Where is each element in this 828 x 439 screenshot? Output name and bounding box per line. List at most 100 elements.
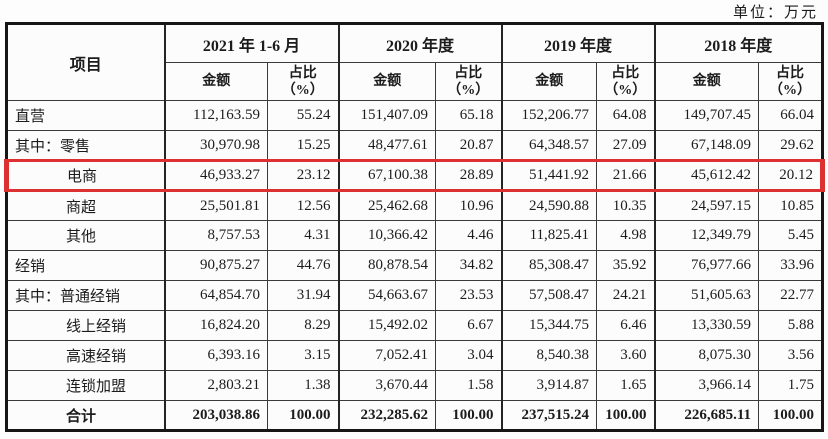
amount-cell: 76,977.66 xyxy=(654,250,760,281)
col-header-ratio: 占比 （%） xyxy=(596,62,656,101)
ratio-cell: 1.38 xyxy=(267,370,340,401)
ratio-cell: 4.46 xyxy=(434,220,503,251)
amount-cell: 226,685.11 xyxy=(654,400,760,431)
row-label: 合计 xyxy=(6,400,166,431)
amount-cell: 16,824.20 xyxy=(164,310,268,341)
row-label: 商超 xyxy=(6,190,166,221)
col-header-period-2020: 2020 年度 xyxy=(337,23,503,63)
ratio-cell: 29.62 xyxy=(758,130,824,161)
col-header-ratio: 占比 （%） xyxy=(758,62,824,101)
amount-cell: 25,462.68 xyxy=(338,190,436,221)
amount-cell: 67,100.38 xyxy=(338,159,436,192)
ratio-cell: 15.25 xyxy=(267,130,340,161)
row-label: 线上经销 xyxy=(6,310,166,341)
col-header-period-2019: 2019 年度 xyxy=(501,23,656,63)
ratio-cell: 4.98 xyxy=(596,220,656,251)
ratio-cell: 3.56 xyxy=(758,340,824,371)
table-header: 项目 2021 年 1-6 月 2020 年度 2019 年度 2018 年度 … xyxy=(6,23,824,101)
unit-label: 单位：万元 xyxy=(732,5,818,21)
ratio-cell: 24.21 xyxy=(596,280,656,311)
ratio-cell: 20.87 xyxy=(434,130,503,161)
ratio-cell: 12.56 xyxy=(267,190,340,221)
ratio-cell: 23.53 xyxy=(434,280,503,311)
amount-cell: 46,933.27 xyxy=(164,159,268,192)
ratio-cell: 1.75 xyxy=(758,370,824,401)
row-label: 经销 xyxy=(6,250,166,281)
table-row: 其他 8,757.53 4.31 10,366.42 4.46 11,825.41 4.98… xyxy=(6,220,824,251)
ratio-cell: 33.96 xyxy=(758,250,824,281)
ratio-cell: 66.04 xyxy=(758,100,824,131)
ratio-cell: 100.00 xyxy=(758,400,824,431)
amount-cell: 151,407.09 xyxy=(338,100,436,131)
table-row: 商超 25,501.81 12.56 25,462.68 10.96 24,590.88 1… xyxy=(6,190,824,221)
amount-cell: 57,508.47 xyxy=(501,280,598,311)
ratio-cell: 31.94 xyxy=(267,280,340,311)
amount-cell: 6,393.16 xyxy=(164,340,268,371)
amount-cell: 48,477.61 xyxy=(338,130,436,161)
table-row: 连锁加盟 2,803.21 1.38 3,670.44 1.58 3,914.87 1.65… xyxy=(6,370,824,401)
table-row: 直营 112,163.59 55.24 151,407.09 65.18 152,206.… xyxy=(6,100,824,131)
ratio-cell: 10.35 xyxy=(596,190,656,221)
ratio-cell: 65.18 xyxy=(434,100,503,131)
amount-cell: 3,670.44 xyxy=(338,370,436,401)
table-row: 经销 90,875.27 44.76 80,878.54 34.82 85,308.47 3… xyxy=(6,250,824,281)
ratio-cell: 3.15 xyxy=(267,340,340,371)
amount-cell: 3,914.87 xyxy=(501,370,598,401)
ratio-cell: 8.29 xyxy=(267,310,340,341)
ratio-cell: 20.12 xyxy=(758,159,826,192)
amount-cell: 8,757.53 xyxy=(164,220,268,251)
amount-cell: 149,707.45 xyxy=(654,100,760,131)
col-header-period-2018: 2018 年度 xyxy=(654,23,824,63)
table-row: 电商 46,933.27 23.12 67,100.38 28.89 51,441.92 2… xyxy=(4,159,826,192)
amount-cell: 112,163.59 xyxy=(164,100,268,131)
col-header-period-2021: 2021 年 1-6 月 xyxy=(164,23,340,63)
ratio-cell: 22.77 xyxy=(758,280,824,311)
table-body: 直营 112,163.59 55.24 151,407.09 65.18 152,206.… xyxy=(4,100,826,431)
amount-cell: 2,803.21 xyxy=(164,370,268,401)
ratio-cell: 1.58 xyxy=(434,370,503,401)
amount-cell: 237,515.24 xyxy=(501,400,598,431)
amount-cell: 64,348.57 xyxy=(501,130,598,161)
amount-cell: 8,540.38 xyxy=(501,340,598,371)
header-row-measures: 金额 占比 （%） 金额 占比 （%） 金额 占比 （%） 金额 占比 （%） xyxy=(7,62,824,101)
ratio-cell: 3.04 xyxy=(434,340,503,371)
amount-cell: 51,605.63 xyxy=(654,280,760,311)
amount-cell: 25,501.81 xyxy=(164,190,268,221)
financial-table: 项目 2021 年 1-6 月 2020 年度 2019 年度 2018 年度 … xyxy=(4,22,826,432)
ratio-cell: 100.00 xyxy=(267,400,340,431)
table-row: 其中：零售 30,970.98 15.25 48,477.61 20.87 64,348.… xyxy=(6,130,824,161)
amount-cell: 11,825.41 xyxy=(501,220,598,251)
table-row: 合计 203,038.86 100.00 232,285.62 100.00 237,51… xyxy=(6,400,824,431)
amount-cell: 10,366.42 xyxy=(338,220,436,251)
row-label: 电商 xyxy=(4,159,166,192)
row-label: 直营 xyxy=(6,100,166,131)
row-label: 其中：普通经销 xyxy=(6,280,166,311)
ratio-cell: 6.46 xyxy=(596,310,656,341)
table-row: 其中：普通经销 64,854.70 31.94 54,663.67 23.53 57,50… xyxy=(6,280,824,311)
amount-cell: 232,285.62 xyxy=(338,400,436,431)
table-row: 线上经销 16,824.20 8.29 15,492.02 6.67 15,344.75 6… xyxy=(6,310,824,341)
amount-cell: 152,206.77 xyxy=(501,100,598,131)
amount-cell: 3,966.14 xyxy=(654,370,760,401)
amount-cell: 80,878.54 xyxy=(338,250,436,281)
amount-cell: 90,875.27 xyxy=(164,250,268,281)
ratio-cell: 5.45 xyxy=(758,220,824,251)
ratio-cell: 64.08 xyxy=(596,100,656,131)
table-row: 高速经销 6,393.16 3.15 7,052.41 3.04 8,540.38 3.60… xyxy=(6,340,824,371)
ratio-cell: 1.65 xyxy=(596,370,656,401)
row-label: 其中：零售 xyxy=(6,130,166,161)
ratio-cell: 100.00 xyxy=(596,400,656,431)
amount-cell: 13,330.59 xyxy=(654,310,760,341)
amount-cell: 67,148.09 xyxy=(654,130,760,161)
header-row-periods: 项目 2021 年 1-6 月 2020 年度 2019 年度 2018 年度 xyxy=(6,23,824,101)
amount-cell: 24,590.88 xyxy=(501,190,598,221)
ratio-cell: 3.60 xyxy=(596,340,656,371)
ratio-cell: 28.89 xyxy=(434,159,503,192)
amount-cell: 8,075.30 xyxy=(654,340,760,371)
col-header-amount: 金额 xyxy=(654,62,760,101)
col-header-item: 项目 xyxy=(6,23,166,101)
ratio-cell: 10.96 xyxy=(434,190,503,221)
amount-cell: 51,441.92 xyxy=(501,159,598,192)
amount-cell: 15,344.75 xyxy=(501,310,598,341)
ratio-cell: 10.85 xyxy=(758,190,824,221)
